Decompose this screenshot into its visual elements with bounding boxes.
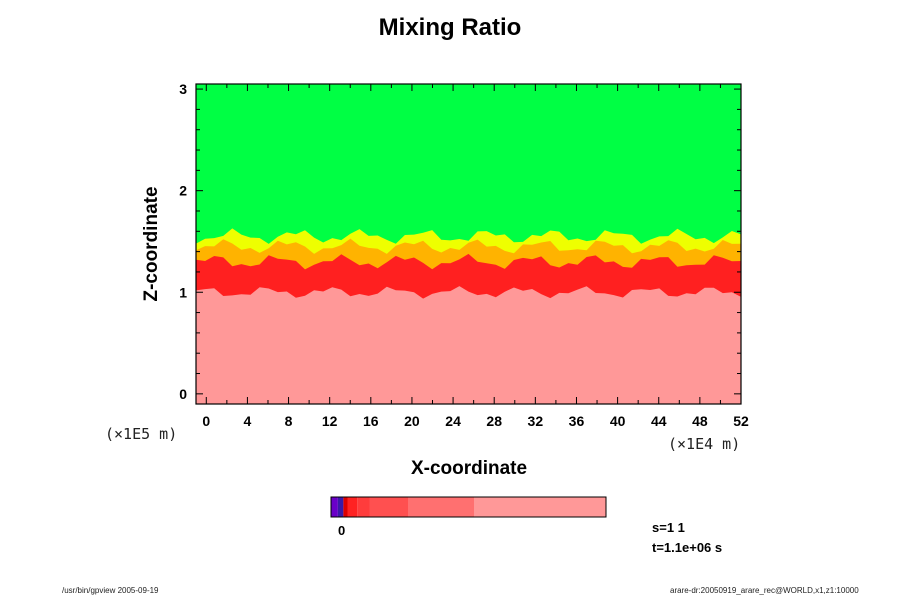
y-tick-label: 0	[179, 386, 187, 402]
x-tick-label: 24	[445, 413, 461, 429]
colorbar-segment	[343, 497, 348, 517]
x-tick-labels: 0 4 8 12 16 20 24 28 32 36 40 44 48 52	[202, 413, 749, 429]
colorbar-segment	[357, 497, 370, 517]
colorbar-segment	[408, 497, 474, 517]
x-tick-label: 8	[285, 413, 293, 429]
x-tick-label: 16	[363, 413, 379, 429]
y-axis-unit: (×1E5 m)	[105, 425, 178, 443]
x-tick-label: 20	[404, 413, 420, 429]
colorbar-segment	[331, 497, 338, 517]
colorbar	[330, 496, 607, 518]
plot-frame	[195, 83, 742, 405]
chart-title: Mixing Ratio	[378, 14, 522, 41]
x-tick-label: 12	[322, 413, 338, 429]
x-tick-label: 4	[244, 413, 252, 429]
y-axis-label: Z-coordinate	[141, 186, 162, 302]
y-tick-label: 2	[179, 183, 187, 199]
y-tick-labels: 0 1 2 3	[179, 81, 187, 402]
y-tick-label: 3	[179, 81, 187, 97]
time-info: t=1.1e+06 s	[652, 540, 723, 555]
footer-right: arare-dr:20050919_arare_rec@WORLD,x1,z1:…	[670, 586, 859, 595]
region-lower	[196, 286, 741, 404]
x-tick-label: 28	[486, 413, 502, 429]
colorbar-segment	[337, 497, 344, 517]
y-tick-label: 1	[179, 284, 187, 300]
colorbar-segment	[369, 497, 408, 517]
x-axis-unit: (×1E4 m)	[668, 435, 741, 453]
colorbar-frame	[330, 496, 607, 518]
x-tick-label: 32	[528, 413, 544, 429]
x-tick-label: 48	[692, 413, 708, 429]
colorbar-segment	[474, 497, 606, 517]
x-axis-label: X-coordinate	[410, 458, 528, 479]
colorbar-segment	[347, 497, 358, 517]
footer-left: /usr/bin/gpview 2005-09-19	[62, 586, 159, 595]
x-tick-label: 0	[202, 413, 210, 429]
step-info: s=1 1	[652, 520, 685, 535]
x-tick-label: 40	[610, 413, 626, 429]
x-tick-label: 44	[651, 413, 667, 429]
x-tick-label: 52	[733, 413, 749, 429]
axis-ticks	[196, 84, 742, 404]
plot-area	[196, 84, 741, 404]
x-tick-label: 36	[569, 413, 585, 429]
colorbar-label: 0	[338, 523, 346, 538]
